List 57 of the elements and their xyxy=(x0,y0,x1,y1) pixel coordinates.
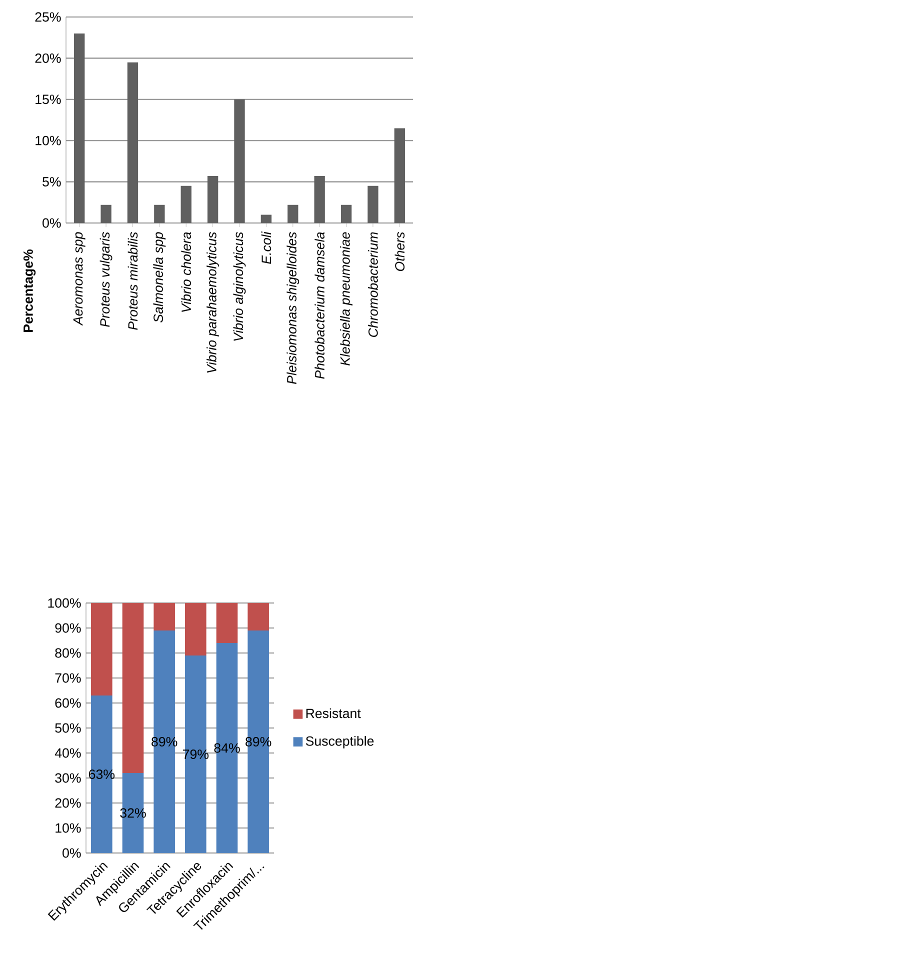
x-tick-label: Proteus mirabilis xyxy=(128,232,138,330)
bar xyxy=(288,204,298,223)
y-tick-label: 15% xyxy=(36,94,61,104)
bar xyxy=(368,186,378,223)
y-tick-label: 80% xyxy=(55,648,81,658)
x-tick-label: Pleisiomonas shigelloides xyxy=(286,232,300,384)
y-tick-label: 90% xyxy=(55,623,81,633)
x-tick-label: Vibrio parahaemolyticus xyxy=(206,232,220,373)
x-tick-label: Chromobacterium xyxy=(368,232,378,337)
bar xyxy=(185,656,206,853)
x-tick-label: E.coli xyxy=(261,231,272,264)
y-tick-label: 100% xyxy=(48,598,81,608)
bar xyxy=(207,176,218,223)
bar xyxy=(340,204,352,223)
x-tick-label: Photobacterium damsela xyxy=(314,232,324,379)
x-tick-label: Salmonella spp xyxy=(153,232,166,322)
y-tick-label: 70% xyxy=(55,673,81,683)
bar xyxy=(216,643,238,853)
bar xyxy=(394,128,405,223)
x-tick-label: Klebsiella pneumoniae xyxy=(340,232,352,366)
bar xyxy=(100,204,112,223)
y-tick-label: 0% xyxy=(62,848,81,858)
bar xyxy=(314,176,325,223)
y-tick-label: 60% xyxy=(55,698,81,708)
y-tick-label: 10% xyxy=(36,136,61,146)
y-tick-label: 50% xyxy=(55,723,81,733)
bar xyxy=(91,603,112,696)
x-tick-label: Others xyxy=(394,232,405,271)
bar xyxy=(234,99,245,223)
data-label: 79% xyxy=(183,750,209,759)
bar xyxy=(122,773,144,853)
x-tick-label: Vibrio cholera xyxy=(181,232,192,312)
y-tick-label: 20% xyxy=(35,53,61,63)
y-tick-label: 0% xyxy=(42,218,61,228)
bar xyxy=(154,204,165,223)
bar xyxy=(248,603,269,630)
legend-label: Resistant xyxy=(306,708,361,718)
y-tick-label: 25% xyxy=(35,12,61,22)
x-tick-label: Vibrio alginolyticus xyxy=(233,232,246,341)
y-tick-label: 10% xyxy=(56,823,81,833)
bar xyxy=(216,603,238,643)
x-tick-label: Aeromonas spp xyxy=(73,232,86,326)
bar xyxy=(91,696,112,853)
bar xyxy=(122,603,144,773)
y-tick-label: 30% xyxy=(55,773,81,783)
bar xyxy=(74,33,85,223)
y-tick-label: 5% xyxy=(42,177,61,186)
y-tick-label: 40% xyxy=(54,748,81,758)
bar xyxy=(154,603,175,630)
bar xyxy=(180,186,192,223)
bar xyxy=(185,603,206,656)
bar xyxy=(260,214,272,223)
x-tick-label: Proteus vulgaris xyxy=(100,232,112,327)
legend-label: Susceptible xyxy=(306,736,374,748)
y-tick-label: 20% xyxy=(55,798,81,808)
y-axis-title: Percentage% xyxy=(24,249,36,332)
bar xyxy=(127,62,138,223)
